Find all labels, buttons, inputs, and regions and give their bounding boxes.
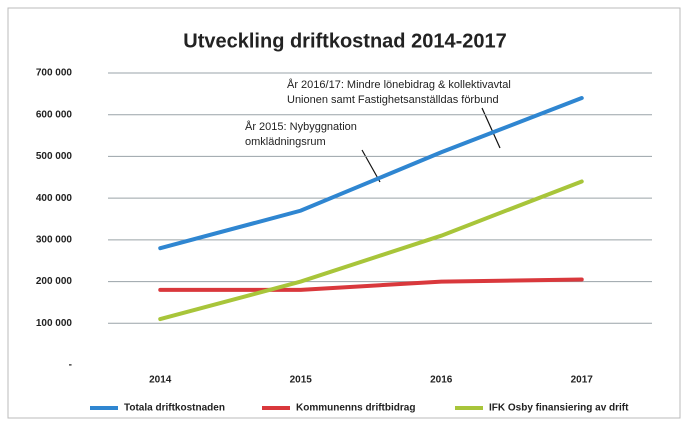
- y-tick-label: 700 000: [36, 68, 73, 79]
- annotation: År 2016/17: Mindre lönebidrag & kollekti…: [287, 78, 511, 91]
- series-line: [158, 96, 584, 251]
- annotation: År 2015: Nybyggnation: [245, 120, 357, 133]
- y-tick-label: -: [69, 360, 72, 371]
- x-tick-label: 2015: [290, 375, 313, 386]
- y-tick-label: 200 000: [36, 276, 73, 287]
- legend-label: IFK Osby finansiering av drift: [489, 403, 629, 414]
- y-tick-label: 300 000: [36, 234, 73, 245]
- series-line: [158, 179, 584, 322]
- leader-line: [361, 149, 381, 183]
- y-tick-label: 500 000: [36, 151, 73, 162]
- series-line: [158, 277, 584, 292]
- chart-title: Utveckling driftkostnad 2014-2017: [183, 30, 506, 52]
- y-tick-label: 100 000: [36, 318, 73, 329]
- chart-frame: [7, 7, 681, 419]
- legend-label: Totala driftkostnaden: [124, 403, 225, 414]
- x-tick-label: 2017: [571, 375, 594, 386]
- legend-label: Kommunenns driftbidrag: [296, 403, 415, 414]
- annotation: omklädningsrum: [245, 136, 326, 148]
- x-tick-label: 2014: [149, 375, 172, 386]
- y-tick-label: 600 000: [36, 109, 73, 120]
- annotation: Unionen samt Fastighetsanställdas förbun…: [287, 94, 499, 106]
- x-tick-label: 2016: [430, 375, 453, 386]
- y-tick-label: 400 000: [36, 193, 73, 204]
